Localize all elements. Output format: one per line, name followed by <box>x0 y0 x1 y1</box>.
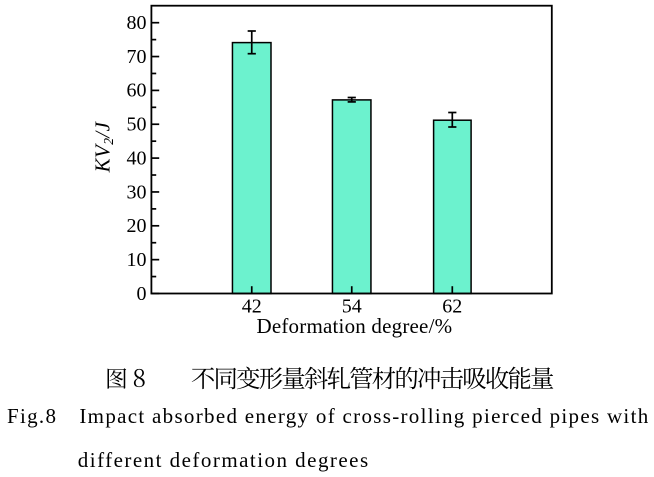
svg-text:20: 20 <box>127 215 147 237</box>
svg-text:different deformation degrees: different deformation degrees <box>78 448 370 472</box>
svg-text:60: 60 <box>127 80 147 102</box>
svg-text:Impact absorbed energy of cros: Impact absorbed energy of cross-rolling … <box>79 404 649 428</box>
svg-text:Deformation degree/%: Deformation degree/% <box>256 314 452 338</box>
svg-text:80: 80 <box>127 12 147 34</box>
svg-text:Fig.8: Fig.8 <box>7 404 57 428</box>
svg-text:54: 54 <box>342 296 362 318</box>
svg-text:50: 50 <box>127 114 147 136</box>
svg-text:40: 40 <box>127 147 147 169</box>
svg-text:62: 62 <box>442 296 462 318</box>
svg-text:30: 30 <box>127 181 147 203</box>
svg-text:KV2/J: KV2/J <box>91 120 117 173</box>
svg-text:42: 42 <box>242 296 262 318</box>
svg-text:70: 70 <box>127 46 147 68</box>
svg-text:10: 10 <box>127 249 147 271</box>
svg-text:0: 0 <box>137 283 147 305</box>
